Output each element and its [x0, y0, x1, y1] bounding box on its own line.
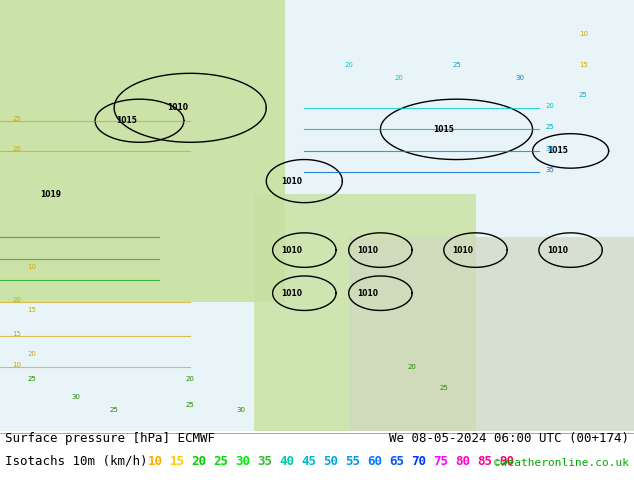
Text: 15: 15: [13, 331, 22, 337]
Text: 20: 20: [27, 350, 36, 357]
Text: 20: 20: [395, 74, 404, 81]
FancyBboxPatch shape: [0, 0, 285, 302]
Text: 30: 30: [235, 455, 250, 467]
Text: 25: 25: [27, 376, 36, 383]
Text: 20: 20: [13, 297, 22, 303]
Text: 85: 85: [477, 455, 493, 467]
Text: 25: 25: [13, 116, 22, 122]
Text: 25: 25: [452, 62, 461, 68]
Text: 30: 30: [545, 146, 554, 152]
Text: 1015: 1015: [434, 125, 454, 134]
Text: 1010: 1010: [357, 245, 378, 255]
Text: 10: 10: [13, 362, 22, 368]
Text: 20: 20: [13, 146, 22, 152]
Text: 25: 25: [214, 455, 228, 467]
Text: 60: 60: [368, 455, 382, 467]
FancyBboxPatch shape: [0, 0, 634, 431]
Text: Isotachs 10m (km/h): Isotachs 10m (km/h): [5, 455, 148, 467]
Text: 25: 25: [579, 92, 588, 98]
Text: 10: 10: [27, 264, 36, 270]
Text: 80: 80: [455, 455, 470, 467]
Text: 55: 55: [346, 455, 361, 467]
Text: 35: 35: [257, 455, 273, 467]
Text: 25: 25: [545, 124, 554, 130]
FancyBboxPatch shape: [254, 194, 476, 431]
Text: 1010: 1010: [167, 103, 188, 112]
Text: 10: 10: [148, 455, 162, 467]
Text: 15: 15: [169, 455, 184, 467]
Text: 20: 20: [545, 103, 554, 109]
Text: 35: 35: [545, 168, 554, 173]
Text: 20: 20: [191, 455, 207, 467]
Text: 30: 30: [72, 393, 81, 400]
Text: 30: 30: [236, 407, 245, 413]
Text: 45: 45: [302, 455, 316, 467]
Text: 75: 75: [434, 455, 448, 467]
Text: 50: 50: [323, 455, 339, 467]
Text: 1015: 1015: [117, 116, 137, 125]
Text: 15: 15: [579, 62, 588, 68]
Text: ©weatheronline.co.uk: ©weatheronline.co.uk: [494, 458, 629, 467]
Text: 1010: 1010: [281, 245, 302, 255]
Text: 1019: 1019: [40, 190, 61, 198]
Text: 65: 65: [389, 455, 404, 467]
Text: 25: 25: [186, 402, 195, 408]
Text: 25: 25: [439, 385, 448, 391]
Text: Surface pressure [hPa] ECMWF: Surface pressure [hPa] ECMWF: [5, 432, 215, 445]
Text: 1010: 1010: [452, 245, 474, 255]
Text: 1010: 1010: [281, 176, 302, 186]
Text: 20: 20: [186, 376, 195, 383]
Text: 20: 20: [408, 364, 417, 369]
Text: 30: 30: [515, 74, 524, 81]
Text: 1015: 1015: [548, 147, 568, 155]
Text: 1010: 1010: [357, 289, 378, 298]
Text: 15: 15: [27, 307, 36, 314]
Text: 20: 20: [344, 62, 353, 68]
Text: 25: 25: [110, 407, 119, 413]
Text: 70: 70: [411, 455, 427, 467]
FancyBboxPatch shape: [349, 237, 634, 431]
Text: 90: 90: [500, 455, 515, 467]
Text: 40: 40: [280, 455, 295, 467]
Text: 10: 10: [579, 31, 588, 38]
Text: 1010: 1010: [281, 289, 302, 298]
Text: We 08-05-2024 06:00 UTC (00+174): We 08-05-2024 06:00 UTC (00+174): [389, 432, 629, 445]
Text: 1010: 1010: [547, 245, 569, 255]
